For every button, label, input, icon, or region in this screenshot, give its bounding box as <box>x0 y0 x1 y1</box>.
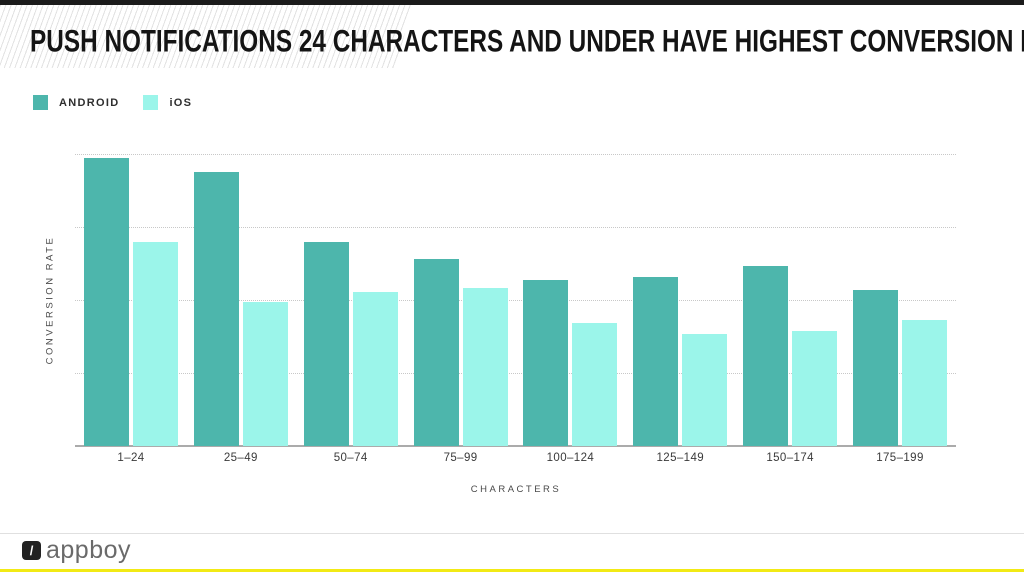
top-black-bar <box>0 0 1024 5</box>
bar-android-125–149 <box>633 277 679 446</box>
x-tick-label-150–174: 150–174 <box>766 452 814 464</box>
bar-android-100–124 <box>523 280 569 446</box>
bar-android-150–174 <box>743 265 789 446</box>
gridline-4 <box>75 154 956 155</box>
x-tick-label-1–24: 1–24 <box>117 452 145 464</box>
bar-ios-75–99 <box>462 288 508 446</box>
x-axis-label: CHARACTERS <box>470 484 562 495</box>
bar-android-75–99 <box>413 259 459 446</box>
appboy-logo-icon: / <box>22 541 41 560</box>
bar-android-25–49 <box>193 171 239 446</box>
bar-android-175–199 <box>852 289 898 446</box>
bar-ios-50–74 <box>352 291 398 446</box>
x-axis-baseline <box>75 445 956 447</box>
x-tick-label-100–124: 100–124 <box>546 452 595 464</box>
x-tick-label-50–74: 50–74 <box>333 452 368 464</box>
bar-ios-125–149 <box>682 334 728 446</box>
bar-ios-25–49 <box>242 302 288 446</box>
chart-legend: ANDROID iOS <box>33 95 192 110</box>
legend-label-android: ANDROID <box>59 96 120 109</box>
android-color-swatch <box>33 95 48 110</box>
gridline-1 <box>75 373 956 374</box>
page-title: PUSH NOTIFICATIONS 24 CHARACTERS AND UND… <box>30 24 1024 60</box>
bar-ios-100–124 <box>572 323 618 446</box>
x-tick-label-125–149: 125–149 <box>656 452 705 464</box>
legend-item-ios: iOS <box>143 95 192 110</box>
bar-android-50–74 <box>303 241 349 446</box>
appboy-brand-name: appboy <box>46 536 132 564</box>
legend-item-android: ANDROID <box>33 95 119 110</box>
x-tick-label-175–199: 175–199 <box>876 452 924 464</box>
bar-chart-plot-area: 1–24 25–49 50–74 75–99 100–124 125–149 150–174… <box>75 146 956 464</box>
ios-color-swatch <box>143 95 159 110</box>
gridline-2 <box>75 300 956 301</box>
bar-ios-1–24 <box>133 242 178 446</box>
x-tick-label-75–99: 75–99 <box>443 452 478 464</box>
legend-label-ios: iOS <box>169 96 193 109</box>
footer-divider <box>0 533 1024 534</box>
gridline-3 <box>75 227 956 228</box>
title-hatch-decoration <box>0 5 412 68</box>
y-axis-label: CONVERSION RATE <box>44 235 56 365</box>
x-tick-label-25–49: 25–49 <box>223 452 258 464</box>
bar-android-1–24 <box>84 158 129 446</box>
bar-ios-150–174 <box>792 330 838 446</box>
bottom-yellow-accent-line <box>0 569 1024 572</box>
bar-ios-175–199 <box>901 320 947 446</box>
